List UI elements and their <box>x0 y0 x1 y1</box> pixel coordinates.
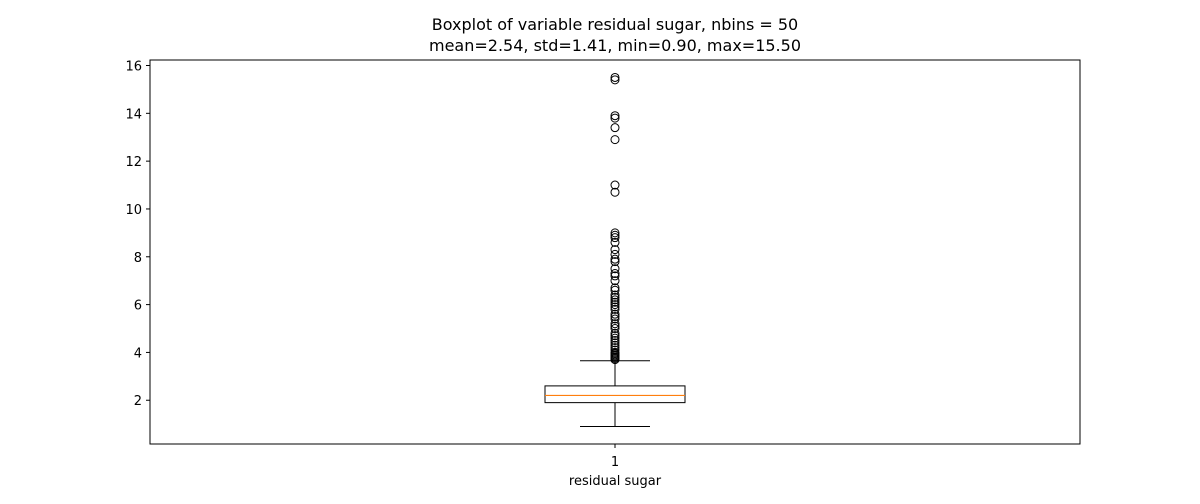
outlier-point <box>610 302 620 312</box>
outlier-point <box>610 328 620 338</box>
iqr-box <box>544 385 686 404</box>
outlier-point <box>610 283 620 293</box>
outlier-point <box>610 290 620 300</box>
outlier-point <box>610 347 620 357</box>
outlier-point <box>610 113 620 123</box>
outlier-point <box>610 271 620 281</box>
outlier-point <box>610 135 620 145</box>
outlier-point <box>610 312 620 322</box>
y-tick-label: 6 <box>134 299 142 314</box>
outlier-point <box>610 340 620 350</box>
y-tick-label: 16 <box>125 59 142 74</box>
outlier-point <box>610 257 620 267</box>
y-tick-label: 8 <box>134 251 142 266</box>
outlier-point <box>610 331 620 341</box>
outlier-point <box>610 75 620 85</box>
outlier-point <box>610 343 620 353</box>
plot-area: 2 4 6 8 10 12 14 16 1 <box>125 59 1081 470</box>
y-tick-label: 4 <box>134 346 142 361</box>
y-tick-label: 2 <box>134 394 142 409</box>
outlier-point <box>610 297 620 307</box>
outlier-point <box>610 237 620 247</box>
chart-title: Boxplot of variable residual sugar, nbin… <box>432 15 798 34</box>
outlier-point <box>610 338 620 348</box>
outlier-point <box>610 264 620 274</box>
outlier-point <box>610 333 620 343</box>
outlier-point <box>610 72 620 82</box>
outlier-point <box>610 249 620 259</box>
outlier-point <box>610 269 620 279</box>
plot-frame <box>149 59 1081 445</box>
outlier-point <box>610 345 620 355</box>
outlier-point <box>610 321 620 331</box>
outlier-point <box>610 314 620 324</box>
outlier-point <box>610 254 620 264</box>
outlier-point <box>610 180 620 190</box>
x-axis-label: residual sugar <box>569 474 662 489</box>
chart-subtitle: mean=2.54, std=1.41, min=0.90, max=15.50 <box>429 36 801 55</box>
outlier-point <box>610 335 620 345</box>
x-tick-label: 1 <box>611 455 619 470</box>
outlier-point <box>610 292 620 302</box>
outlier-point <box>610 300 620 310</box>
y-tick-label: 14 <box>125 107 142 122</box>
outlier-point <box>610 319 620 329</box>
outlier-point <box>610 245 620 255</box>
outlier-point <box>610 276 620 286</box>
outlier-point <box>610 324 620 334</box>
y-tick-label: 10 <box>125 203 142 218</box>
outlier-point <box>610 309 620 319</box>
outlier-point <box>610 304 620 314</box>
outlier-point <box>610 233 620 243</box>
outlier-point <box>610 230 620 240</box>
outlier-point <box>610 123 620 133</box>
outlier-point <box>610 228 620 238</box>
outlier-point <box>610 187 620 197</box>
y-tick-label: 12 <box>125 155 142 170</box>
outlier-point <box>610 295 620 305</box>
outlier-point <box>610 285 620 295</box>
outlier-point <box>610 111 620 121</box>
